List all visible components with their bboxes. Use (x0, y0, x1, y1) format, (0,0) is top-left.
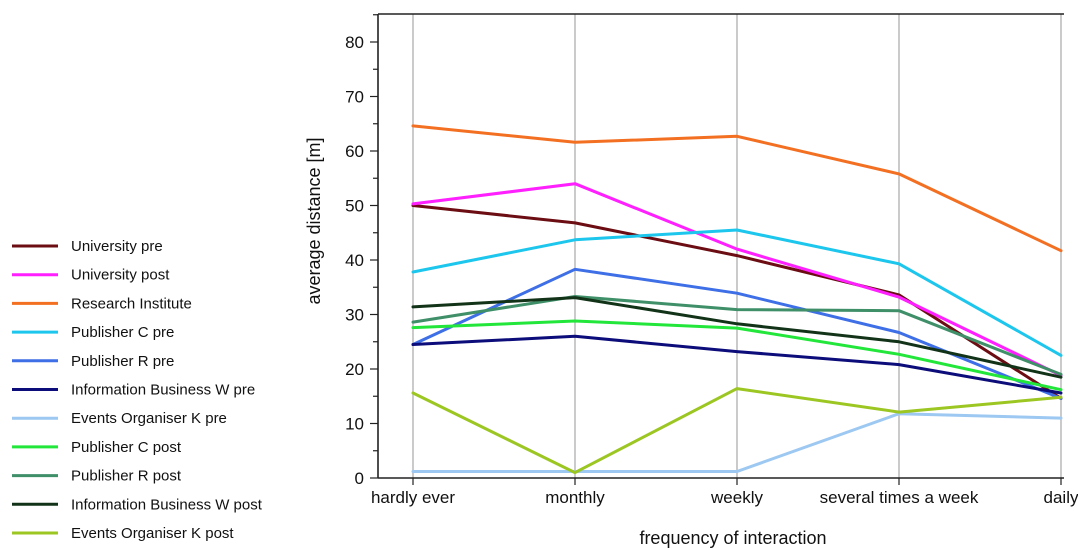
y-tick-label: 0 (355, 469, 364, 488)
x-tick-label: monthly (545, 488, 605, 507)
x-tick-label: weekly (710, 488, 763, 507)
legend: University pre University post Research In… (12, 238, 263, 542)
series-line-9 (411, 295, 1063, 376)
legend-label: University pre (71, 238, 163, 255)
legend-label: Publisher C pre (71, 324, 174, 341)
series-lines (411, 124, 1063, 475)
axes (377, 13, 1064, 479)
legend-label: Information Business W post (71, 496, 263, 513)
y-tick-label: 10 (345, 415, 364, 434)
y-axis-title: average distance [m] (304, 137, 324, 304)
y-tick-label: 30 (345, 306, 364, 325)
y-tick-label: 50 (345, 197, 364, 216)
y-tick-label: 70 (345, 88, 364, 107)
series-line-11 (411, 387, 1063, 475)
x-axis-title: frequency of interaction (639, 528, 826, 548)
y-tick-label: 40 (345, 251, 364, 270)
series-line-3 (411, 124, 1063, 253)
vertical-grid (412, 14, 1062, 478)
series-line-2 (411, 182, 1063, 377)
x-tick-label: daily (1044, 488, 1078, 507)
legend-label: Publisher C post (71, 439, 182, 456)
series-line-7 (411, 412, 1063, 473)
legend-label: Events Organiser K post (71, 525, 234, 542)
legend-label: Research Institute (71, 295, 192, 312)
y-tick-label: 60 (345, 142, 364, 161)
legend-label: Publisher R post (71, 468, 182, 485)
legend-label: Events Organiser K pre (71, 410, 227, 427)
legend-label: Publisher R pre (71, 353, 174, 370)
y-ticks: 0 10 20 30 40 50 60 70 80 (345, 14, 378, 488)
y-tick-label: 80 (345, 33, 364, 52)
series-line-6 (411, 334, 1063, 395)
legend-label: Information Business W pre (71, 382, 255, 399)
legend-label: University post (71, 267, 170, 284)
series-line-4 (411, 228, 1063, 357)
x-tick-label: several times a week (820, 488, 979, 507)
x-tick-label: hardly ever (371, 488, 455, 507)
series-line-1 (411, 204, 1063, 400)
x-ticks: hardly ever monthly weekly several times a … (371, 478, 1078, 507)
series-line-8 (411, 319, 1063, 392)
y-tick-label: 20 (345, 360, 364, 379)
series-line-10 (411, 296, 1063, 379)
